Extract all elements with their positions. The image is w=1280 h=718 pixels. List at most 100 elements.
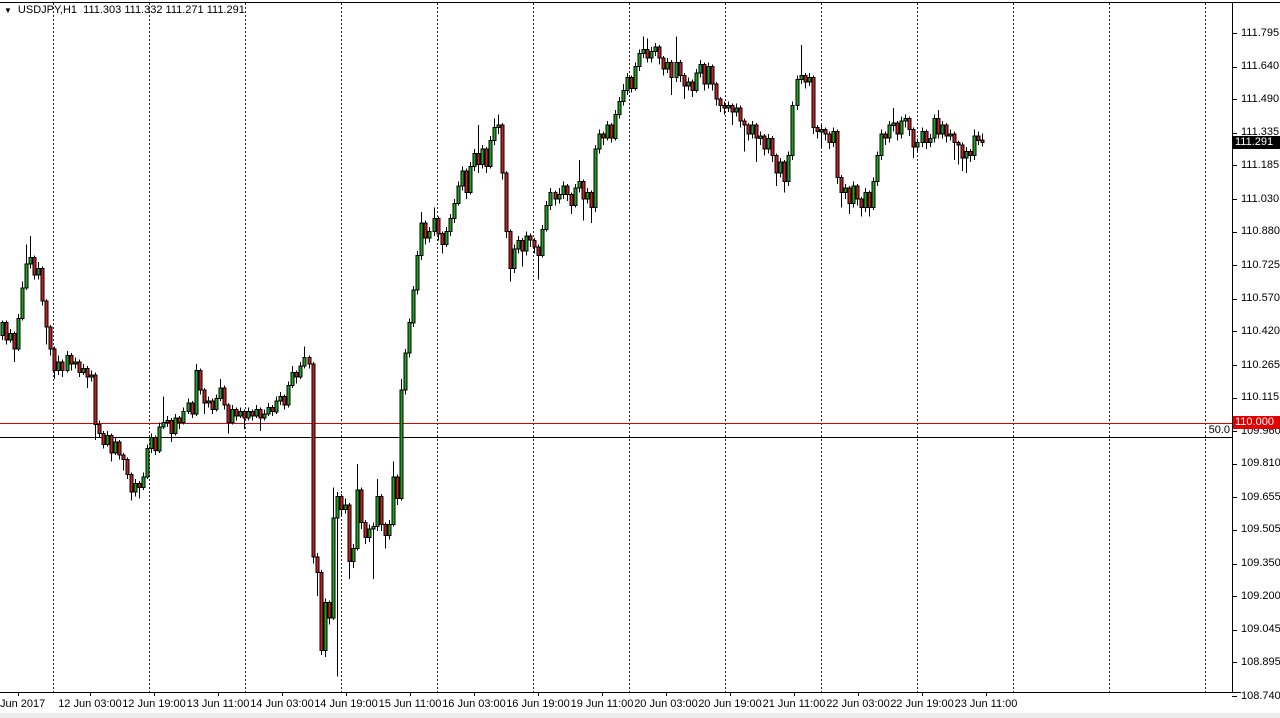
bull-candle — [238, 411, 243, 417]
bear-candle — [569, 194, 574, 207]
bear-candle — [774, 155, 779, 174]
price-axis-label: 109.810 — [1241, 457, 1280, 469]
bear-candle — [476, 152, 481, 165]
bull-candle — [540, 228, 545, 256]
bull-candle — [343, 504, 348, 510]
price-axis-label: 109.505 — [1241, 523, 1280, 535]
bull-candle — [113, 441, 118, 454]
bull-candle — [355, 489, 360, 549]
bear-candle — [911, 129, 916, 148]
bull-candle — [145, 448, 150, 478]
bull-candle — [561, 185, 566, 196]
bear-candle — [520, 239, 525, 252]
price-axis-label: 110.880 — [1241, 225, 1280, 237]
bull-candle — [432, 218, 437, 233]
bull-candle — [891, 122, 896, 126]
bull-candle — [298, 365, 303, 378]
bull-candle — [286, 385, 291, 406]
bull-candle — [573, 187, 578, 207]
time-axis-label: 14 Jun 19:00 — [314, 698, 378, 710]
bear-candle — [944, 124, 949, 137]
bull-candle — [28, 257, 33, 265]
fibonacci-level-label: 50.0 — [1208, 424, 1230, 436]
bull-candle — [887, 124, 892, 139]
bull-candle — [524, 235, 529, 252]
time-axis-label: 12 Jun 03:00 — [58, 698, 122, 710]
bull-candle — [548, 192, 553, 206]
time-axis-label: 12 Jun 19:00 — [122, 698, 186, 710]
bear-candle — [282, 396, 287, 406]
price-axis-label: 111.795 — [1241, 27, 1280, 39]
window-bottom-strip — [0, 713, 1280, 718]
bear-candle — [504, 172, 509, 233]
bear-candle — [565, 185, 570, 196]
bull-candle — [940, 124, 945, 135]
chart-frame — [0, 2, 1280, 693]
level-lines[interactable] — [0, 423, 1232, 438]
bull-candle — [597, 133, 602, 150]
bull-candle — [778, 161, 783, 174]
bear-candle — [234, 409, 239, 417]
bear-candle — [327, 602, 332, 619]
bull-candle — [214, 398, 219, 411]
bear-candle — [738, 107, 743, 122]
bear-candle — [109, 435, 114, 454]
bull-candle — [698, 64, 703, 74]
bear-candle — [508, 231, 513, 270]
ohlc-values: 111.303 111.332 111.271 111.291 — [83, 4, 245, 16]
bull-candle — [585, 192, 590, 200]
bull-candle — [734, 107, 739, 113]
bull-candle — [621, 90, 626, 102]
bear-candle — [125, 458, 130, 476]
bull-candle — [399, 389, 404, 499]
bear-candle — [242, 411, 247, 419]
bear-candle — [976, 135, 981, 141]
time-axis-label: 21 Jun 11:00 — [762, 698, 826, 710]
bull-candle — [665, 61, 670, 70]
bull-candle — [819, 129, 824, 133]
price-axis-label: 111.490 — [1241, 93, 1280, 105]
bull-candle — [879, 133, 884, 157]
bear-candle — [222, 387, 227, 406]
bear-candle — [782, 161, 787, 183]
bear-candle — [847, 187, 852, 204]
bull-candle — [262, 413, 267, 419]
bear-candle — [936, 118, 941, 135]
time-axis-label: 16 Jun 03:00 — [442, 698, 506, 710]
bull-candle — [653, 46, 658, 52]
bull-candle — [246, 411, 251, 419]
symbol-dropdown-icon[interactable]: ▼ — [4, 5, 12, 15]
bear-candle — [121, 454, 126, 460]
bear-candle — [210, 400, 215, 411]
bear-candle — [85, 367, 90, 378]
bull-candle — [323, 602, 328, 651]
bear-candle — [339, 495, 344, 510]
bear-candle — [153, 437, 158, 452]
bull-candle — [786, 155, 791, 183]
bear-candle — [839, 176, 844, 194]
price-axis-label: 108.895 — [1241, 656, 1280, 668]
bear-candle — [500, 124, 505, 174]
bear-candle — [690, 81, 695, 92]
bull-candle — [16, 317, 21, 350]
bull-candle — [903, 118, 908, 122]
bull-candle — [948, 133, 953, 137]
bear-candle — [859, 198, 864, 209]
bull-candle — [444, 231, 449, 246]
time-axis-label: 20 Jun 03:00 — [634, 698, 698, 710]
bear-candle — [589, 192, 594, 209]
bear-candle — [657, 46, 662, 59]
bull-candle — [641, 48, 646, 55]
bull-candle — [807, 77, 812, 83]
price-axis-label: 110.725 — [1241, 259, 1280, 271]
bear-candle — [718, 98, 723, 107]
bear-candle — [347, 504, 352, 562]
bear-candle — [730, 105, 735, 113]
bear-candle — [315, 556, 320, 573]
bull-candle — [750, 124, 755, 135]
bull-candle — [351, 547, 356, 562]
bear-candle — [97, 424, 102, 434]
price-axis-label: 109.655 — [1241, 491, 1280, 503]
bear-candle — [359, 489, 364, 523]
